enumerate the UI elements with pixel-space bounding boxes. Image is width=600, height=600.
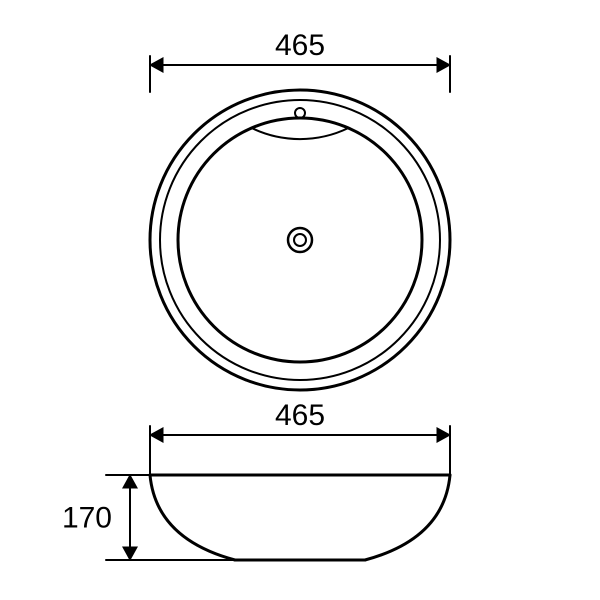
top_view.dim_width.value: 465 <box>275 29 325 62</box>
top-ledge-arc <box>252 128 349 139</box>
side-right-curve <box>365 475 450 560</box>
side-left-curve <box>150 475 235 560</box>
side-dimw-arrow-right <box>437 428 450 442</box>
drain-inner <box>294 234 306 246</box>
top-dim-arrow-right <box>437 58 450 72</box>
side-dimw-arrow-left <box>150 428 163 442</box>
top-dim-arrow-left <box>150 58 163 72</box>
side_view.dim_width.value: 465 <box>275 399 325 432</box>
drawing-layer: 465 465 170 <box>62 29 450 560</box>
top-bowl <box>178 118 422 362</box>
side-dimh-arrow-bottom <box>123 547 137 560</box>
top-rim-inner <box>160 100 440 380</box>
side-dimh-arrow-top <box>123 475 137 488</box>
drain-outer <box>288 228 312 252</box>
top-outer-rim <box>150 90 450 390</box>
technical-drawing: 465 465 170 <box>0 0 600 600</box>
side_view.dim_height.value: 170 <box>62 502 112 535</box>
